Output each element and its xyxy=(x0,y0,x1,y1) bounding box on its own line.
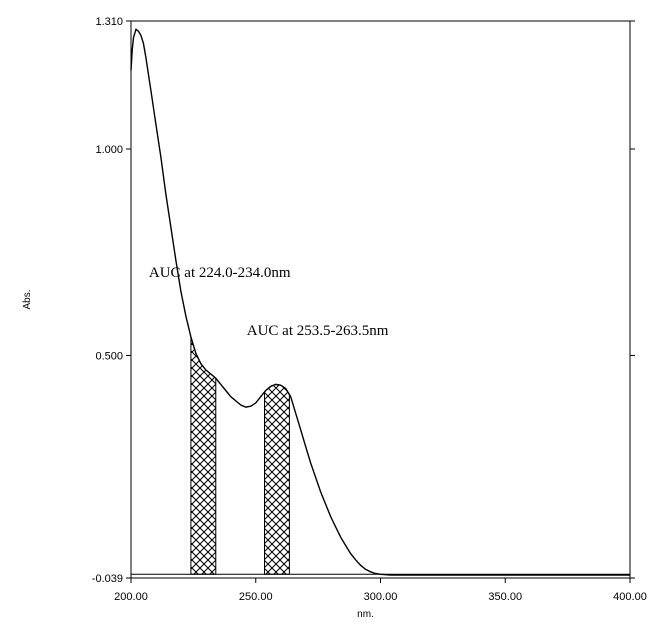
auc-annotation-1: AUC at 224.0-234.0nm xyxy=(149,265,291,281)
auc-regions xyxy=(190,336,290,575)
y-axis-title: Abs. xyxy=(22,289,33,309)
axis-ticks: 200.00 250.00 300.00 350.00 400.00 -0.039 0.50… xyxy=(92,16,647,603)
y-tick-label: -0.039 xyxy=(92,573,123,585)
y-tick-label: 1.310 xyxy=(95,16,123,28)
x-tick-label: 250.00 xyxy=(239,591,273,603)
auc-annotation-2: AUC at 253.5-263.5nm xyxy=(247,323,389,339)
x-tick-label: 200.00 xyxy=(114,591,148,603)
x-tick-label: 350.00 xyxy=(488,591,522,603)
auc-region-2 xyxy=(264,383,290,575)
x-axis-title: nm. xyxy=(357,609,374,620)
absorbance-curve xyxy=(130,28,630,576)
auc-region-1 xyxy=(190,336,217,575)
x-tick-label: 400.00 xyxy=(613,591,647,603)
x-tick-label: 300.00 xyxy=(364,591,398,603)
y-tick-label: 1.000 xyxy=(95,144,123,156)
y-tick-label: 0.500 xyxy=(95,350,123,362)
